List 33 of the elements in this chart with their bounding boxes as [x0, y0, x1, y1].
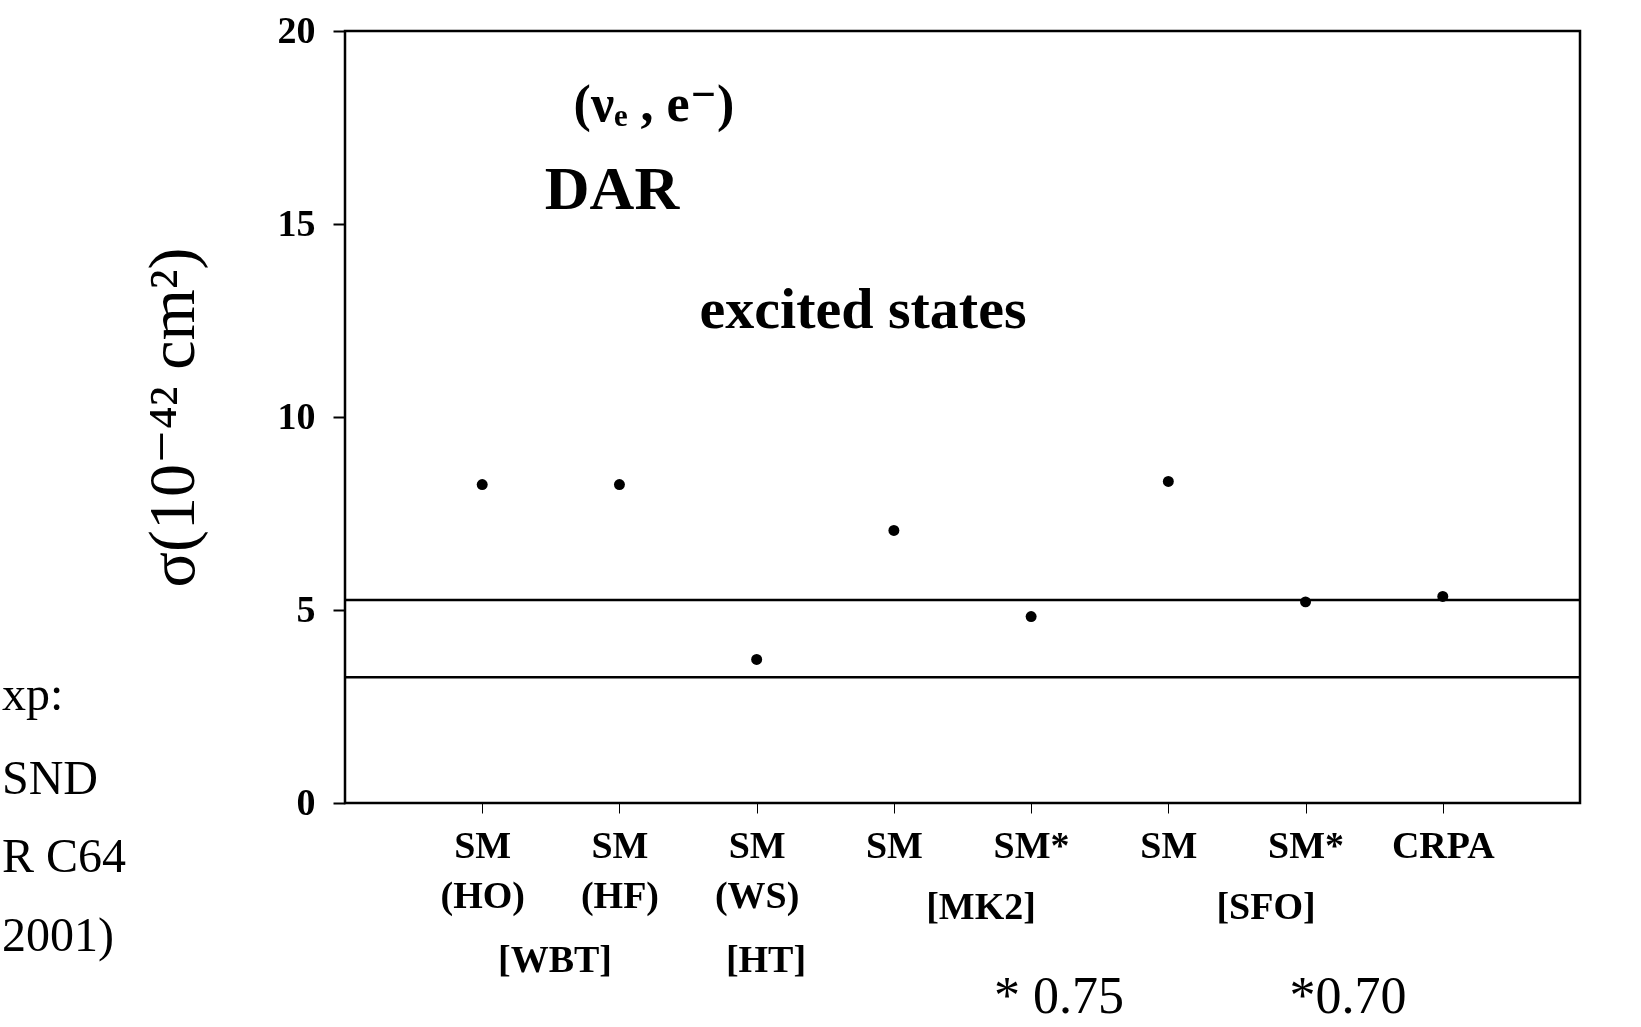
y-axis-title: σ(10⁻⁴² cm²)	[134, 247, 209, 588]
point	[751, 653, 763, 665]
x-tick-label: SM (HO)	[440, 823, 525, 917]
text: 2001)	[2, 908, 114, 962]
point	[888, 525, 900, 536]
text: [SFO]	[1216, 885, 1316, 927]
text: [MK2]	[926, 885, 1036, 927]
x-tick-label: SM (WS)	[714, 823, 800, 917]
y-tick-label: 5	[296, 587, 316, 630]
text: [HT]	[725, 938, 807, 980]
point	[1025, 611, 1037, 623]
y-tick-label: 20	[277, 8, 316, 51]
text: * 0.75	[994, 967, 1124, 1024]
text: [WBT]	[498, 938, 612, 980]
x-tick-label: SM	[865, 823, 923, 866]
point	[613, 479, 625, 491]
x-tick-label: SM	[1140, 823, 1198, 866]
point	[476, 479, 488, 491]
x-tick-label: SM*	[1268, 823, 1345, 866]
y-tick-label: 0	[296, 780, 316, 823]
x-tick-label: SM*	[993, 823, 1070, 866]
text: R C64	[2, 829, 127, 882]
text: xp:	[2, 667, 64, 720]
x-tick-label: CRPA	[1391, 823, 1496, 866]
x-tick-label: SM (HF)	[580, 823, 659, 917]
annotation: DAR	[544, 154, 681, 222]
point	[1162, 476, 1174, 487]
text: SND	[2, 751, 99, 804]
y-tick-label: 15	[277, 201, 316, 244]
text: *0.70	[1289, 967, 1407, 1024]
annotation: (νₑ , e⁻)	[573, 75, 735, 133]
annotation: excited states	[699, 276, 1027, 341]
y-tick-label: 10	[277, 394, 316, 437]
